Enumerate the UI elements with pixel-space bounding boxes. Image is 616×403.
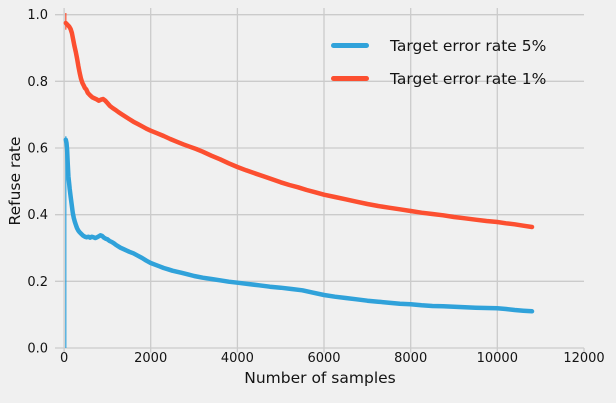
legend-label-5pct: Target error rate 5% (390, 36, 547, 55)
x-tick-label: 2000 (134, 351, 167, 366)
legend-item-1pct: Target error rate 1% (331, 62, 546, 95)
x-tick-label: 0 (60, 351, 68, 366)
legend: Target error rate 5% Target error rate 1… (331, 29, 546, 95)
x-tick-label: 12000 (563, 351, 604, 366)
y-tick-label: 0.8 (27, 75, 48, 90)
legend-swatch-red (331, 76, 369, 81)
series-line-0 (63, 137, 535, 314)
x-tick-label: 10000 (477, 351, 518, 366)
x-tick-label: 6000 (307, 351, 340, 366)
y-tick-label: 1.0 (27, 8, 48, 23)
legend-item-5pct: Target error rate 5% (331, 29, 546, 62)
x-axis-title: Number of samples (244, 369, 396, 387)
y-tick-label: 0.2 (27, 275, 48, 290)
x-tick-label: 4000 (221, 351, 254, 366)
y-tick-label: 0.4 (27, 208, 48, 223)
x-tick-label: 8000 (394, 351, 427, 366)
y-axis-title: Refuse rate (6, 136, 24, 226)
series-line-1 (63, 20, 535, 230)
legend-swatch-blue (331, 43, 369, 48)
legend-label-1pct: Target error rate 1% (390, 69, 547, 88)
y-tick-label: 0.6 (27, 142, 48, 157)
y-tick-label: 0.0 (27, 342, 48, 357)
